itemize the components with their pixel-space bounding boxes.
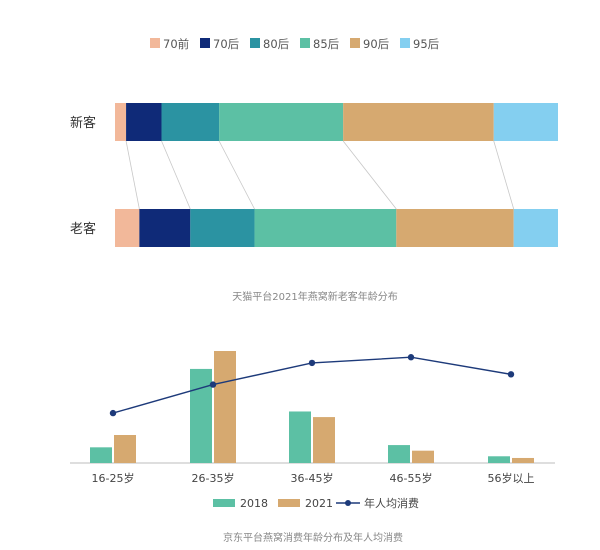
x-tick-label: 46-55岁 bbox=[390, 471, 433, 485]
bar-2018 bbox=[289, 411, 311, 463]
legend-swatch bbox=[200, 38, 210, 48]
bar-segment bbox=[254, 209, 397, 247]
legend-swatch bbox=[400, 38, 410, 48]
legend-item: 85后 bbox=[300, 37, 339, 51]
bar-segment bbox=[139, 209, 191, 247]
bottom-chart-caption: 京东平台燕窝消费年龄分布及年人均消费 bbox=[223, 531, 403, 544]
category-label: 新客 bbox=[70, 115, 96, 131]
legend-item: 年人均消费 bbox=[336, 496, 419, 510]
legend-swatch bbox=[300, 38, 310, 48]
x-tick-label: 56岁以上 bbox=[488, 471, 535, 485]
legend-label: 年人均消费 bbox=[364, 496, 419, 510]
bar-2018 bbox=[190, 368, 212, 463]
x-tick-label: 16-25岁 bbox=[92, 471, 135, 485]
connector-line bbox=[342, 140, 397, 210]
legend-item: 2021 bbox=[278, 497, 333, 510]
legend-swatch bbox=[350, 38, 360, 48]
legend-label: 70前 bbox=[163, 37, 189, 51]
legend-swatch bbox=[278, 499, 300, 507]
x-tick-label: 36-45岁 bbox=[291, 471, 334, 485]
connector-line bbox=[125, 140, 140, 210]
bar-segment bbox=[115, 103, 127, 141]
legend-item: 2018 bbox=[213, 497, 268, 510]
top-chart-caption: 天猫平台2021年燕窝新老客年龄分布 bbox=[232, 290, 397, 303]
line-point bbox=[407, 354, 415, 361]
legend-item: 80后 bbox=[250, 37, 289, 51]
legend-item: 70前 bbox=[150, 37, 189, 51]
legend-swatch bbox=[250, 38, 260, 48]
bar-segment bbox=[396, 209, 514, 247]
bar-2018 bbox=[488, 456, 510, 463]
bar-segment bbox=[126, 103, 162, 141]
line-point bbox=[507, 371, 515, 378]
bar-2021 bbox=[313, 417, 335, 463]
legend-label: 2018 bbox=[240, 497, 268, 510]
legend-label: 80后 bbox=[263, 37, 289, 51]
line-point bbox=[209, 381, 217, 388]
legend-item: 95后 bbox=[400, 37, 439, 51]
bar-segment bbox=[343, 103, 494, 141]
bar-2021 bbox=[512, 457, 534, 463]
bar-segment bbox=[115, 209, 140, 247]
bar-segment bbox=[493, 103, 558, 141]
connector-line bbox=[218, 140, 255, 210]
legend-item: 70后 bbox=[200, 37, 239, 51]
legend-label: 85后 bbox=[313, 37, 339, 51]
category-label: 老客 bbox=[70, 221, 96, 237]
bar-2018 bbox=[90, 447, 112, 463]
bar-2021 bbox=[214, 351, 236, 463]
legend-swatch bbox=[213, 499, 235, 507]
bar-segment bbox=[190, 209, 255, 247]
line-point bbox=[308, 359, 316, 367]
connector-line bbox=[493, 140, 515, 210]
legend-label: 95后 bbox=[413, 37, 439, 51]
bar-2021 bbox=[412, 450, 434, 463]
legend-label: 2021 bbox=[305, 497, 333, 510]
bar-segment bbox=[161, 103, 220, 141]
legend-item: 90后 bbox=[350, 37, 389, 51]
legend-marker bbox=[345, 500, 351, 506]
x-tick-label: 26-35岁 bbox=[192, 471, 235, 485]
legend-label: 90后 bbox=[363, 37, 389, 51]
jd-age-chart: 16-25岁 26-35岁 36-45岁 46-55岁 56岁以上 2018 2021 年人均… bbox=[70, 351, 555, 510]
bar-2018 bbox=[388, 445, 410, 463]
connector-line bbox=[161, 140, 191, 210]
bar-2021 bbox=[114, 435, 136, 463]
legend-swatch bbox=[150, 38, 160, 48]
bar-segment bbox=[513, 209, 558, 247]
legend-label: 70后 bbox=[213, 37, 239, 51]
bar-segment bbox=[219, 103, 344, 141]
line-point bbox=[109, 409, 117, 417]
